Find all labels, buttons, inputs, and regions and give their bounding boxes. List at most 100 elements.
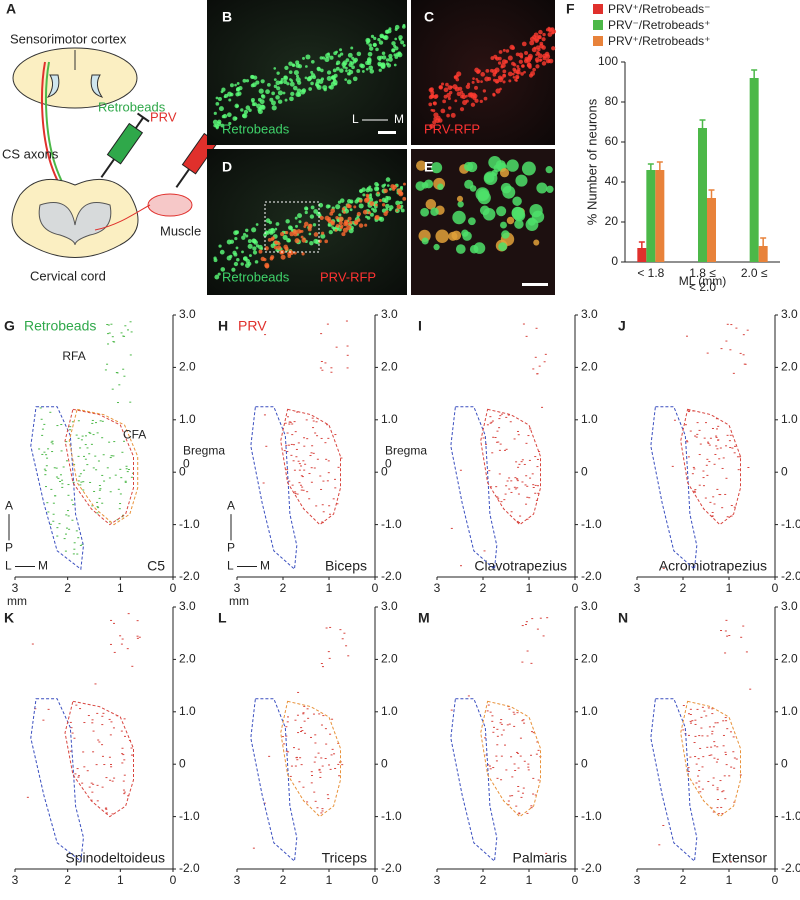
neuron-dot bbox=[694, 756, 697, 758]
neuron-dot bbox=[716, 799, 719, 801]
neuron-dot bbox=[97, 507, 100, 509]
x-axis-label: ML (mm) bbox=[679, 274, 727, 288]
neuron-dot bbox=[724, 717, 727, 719]
neuron-dot bbox=[286, 416, 289, 418]
neuron-dot bbox=[112, 727, 115, 729]
cell bbox=[371, 207, 374, 211]
neuron-dot bbox=[516, 520, 519, 522]
neuron-dot bbox=[125, 465, 128, 467]
bregma-value: 0 bbox=[183, 457, 190, 471]
x-tick-label: 0 bbox=[372, 581, 379, 595]
neuron-dot bbox=[514, 477, 517, 479]
panel-name: Acromiotrapezius bbox=[659, 558, 767, 574]
label: Retrobeads bbox=[222, 121, 290, 136]
neuron-dot bbox=[498, 418, 501, 420]
neuron-dot bbox=[110, 323, 113, 325]
y-tick-label: 0 bbox=[179, 756, 186, 770]
cell bbox=[369, 201, 375, 206]
cell bbox=[305, 54, 311, 60]
neuron-dot bbox=[126, 329, 129, 331]
cell bbox=[338, 216, 344, 222]
cell bbox=[402, 196, 407, 201]
neuron-dot bbox=[26, 796, 29, 798]
neuron-dot bbox=[88, 431, 91, 433]
neuron-dot bbox=[316, 458, 319, 460]
cell bbox=[245, 228, 249, 233]
cell bbox=[352, 76, 358, 82]
neuron-dot bbox=[96, 800, 99, 802]
neuron-dot bbox=[96, 784, 99, 786]
label: Retrobeads bbox=[98, 99, 166, 114]
neuron-dot bbox=[722, 745, 725, 747]
cell bbox=[421, 237, 429, 245]
neuron-dot bbox=[294, 431, 297, 433]
cell bbox=[437, 183, 444, 191]
neuron-dot bbox=[495, 760, 498, 762]
cell bbox=[391, 187, 396, 191]
cell bbox=[501, 59, 507, 65]
neuron-dot bbox=[302, 489, 305, 491]
cell bbox=[286, 82, 290, 86]
neuron-dot bbox=[83, 722, 86, 724]
neuron-dot bbox=[129, 321, 132, 323]
neuron-dot bbox=[516, 480, 519, 482]
neuron-dot bbox=[340, 457, 343, 459]
cell bbox=[276, 71, 280, 75]
neuron-dot bbox=[318, 768, 321, 770]
y-tick-label: 1.0 bbox=[381, 704, 398, 718]
neuron-dot bbox=[283, 450, 286, 452]
cell bbox=[300, 235, 304, 239]
neuron-dot bbox=[710, 746, 713, 748]
neuron-dot bbox=[519, 737, 522, 739]
cell bbox=[273, 245, 278, 250]
neuron-dot bbox=[53, 467, 56, 469]
neuron-dot bbox=[684, 424, 687, 426]
neuron-dot bbox=[541, 406, 544, 408]
neuron-dot bbox=[485, 443, 488, 445]
label: Muscle bbox=[160, 223, 201, 238]
neuron-dot bbox=[314, 800, 317, 802]
label: L bbox=[352, 112, 359, 126]
neuron-dot bbox=[725, 340, 728, 342]
cell bbox=[338, 213, 342, 217]
neuron-dot bbox=[102, 454, 105, 456]
neuron-dot bbox=[517, 785, 520, 787]
neuron-dot bbox=[39, 407, 42, 409]
cell bbox=[342, 65, 346, 69]
cell bbox=[452, 210, 466, 225]
neuron-dot bbox=[736, 456, 739, 458]
cell bbox=[366, 41, 369, 45]
neuron-dot bbox=[114, 474, 117, 476]
cell bbox=[507, 71, 513, 77]
neuron-dot bbox=[123, 791, 126, 793]
neuron-dot bbox=[94, 683, 97, 685]
cell bbox=[335, 204, 341, 210]
neuron-dot bbox=[111, 336, 114, 338]
neuron-dot bbox=[77, 480, 80, 482]
neuron-dot bbox=[122, 754, 125, 756]
neuron-dot bbox=[521, 792, 524, 794]
neuron-dot bbox=[328, 505, 331, 507]
neuron-dot bbox=[526, 812, 529, 814]
neuron-dot bbox=[483, 737, 486, 739]
neuron-dot bbox=[77, 776, 80, 778]
cell bbox=[309, 240, 314, 246]
cell bbox=[542, 32, 546, 37]
neuron-dot bbox=[119, 503, 122, 505]
neuron-dot bbox=[306, 438, 309, 440]
cell bbox=[477, 189, 489, 201]
neuron-dot bbox=[283, 743, 286, 745]
neuron-dot bbox=[713, 463, 716, 465]
cell bbox=[348, 62, 353, 68]
neuron-dot bbox=[500, 734, 503, 736]
neuron-dot bbox=[117, 488, 120, 490]
cell bbox=[463, 161, 474, 172]
error-bar bbox=[751, 69, 758, 78]
neuron-dot bbox=[725, 445, 728, 447]
neuron-dot bbox=[693, 468, 696, 470]
neuron-dot bbox=[97, 460, 100, 462]
neuron-dot bbox=[91, 419, 94, 421]
y-tick-label: 2.0 bbox=[381, 652, 398, 666]
neuron-dot bbox=[530, 662, 533, 664]
neuron-dot bbox=[60, 424, 63, 426]
